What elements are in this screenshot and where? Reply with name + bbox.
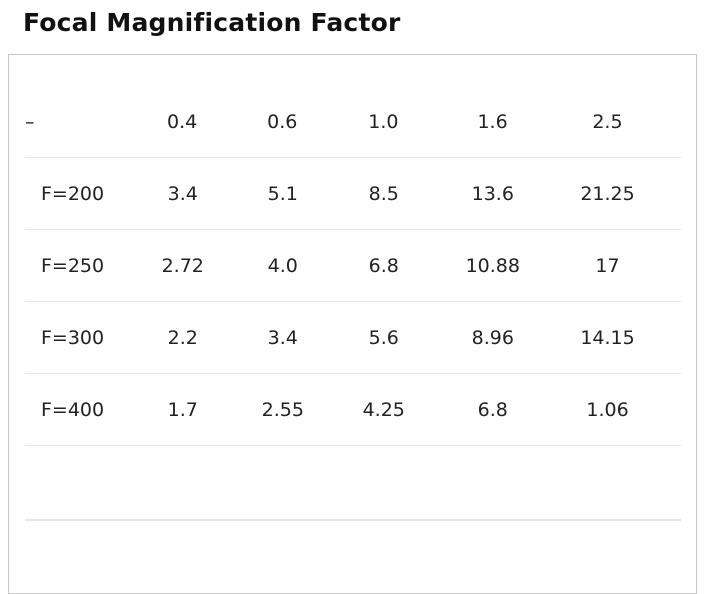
table-cell: 8.5 bbox=[368, 182, 399, 205]
row-label: F=200 bbox=[41, 182, 105, 205]
table-cell: 1.7 bbox=[167, 398, 198, 421]
table-cell: 3.4 bbox=[167, 182, 198, 205]
table-cell: 5.1 bbox=[267, 182, 298, 205]
table-cell: 4.0 bbox=[267, 254, 298, 277]
table-row: F=200 3.4 5.1 8.5 13.6 21.25 bbox=[25, 158, 681, 230]
table-cell: 1.06 bbox=[586, 398, 629, 421]
table-panel: – 0.4 0.6 1.0 1.6 2.5 F=200 3.4 5.1 8.5 … bbox=[8, 54, 697, 594]
table-row: F=300 2.2 3.4 5.6 8.96 14.15 bbox=[25, 302, 681, 374]
table-cell: 3.4 bbox=[267, 326, 298, 349]
table-cell: 17 bbox=[595, 254, 620, 277]
magnification-table: – 0.4 0.6 1.0 1.6 2.5 F=200 3.4 5.1 8.5 … bbox=[25, 86, 681, 446]
table-row: F=250 2.72 4.0 6.8 10.88 17 bbox=[25, 230, 681, 302]
table-cell: 2.55 bbox=[261, 398, 304, 421]
row-label: F=400 bbox=[41, 398, 105, 421]
header-cell: 1.0 bbox=[368, 110, 399, 133]
table-cell: 10.88 bbox=[465, 254, 520, 277]
table-cell: 4.25 bbox=[362, 398, 405, 421]
header-cell: 0.6 bbox=[267, 110, 298, 133]
table-header-row: – 0.4 0.6 1.0 1.6 2.5 bbox=[25, 86, 681, 158]
page-title: Focal Magnification Factor bbox=[23, 8, 401, 37]
table-cell: 2.2 bbox=[167, 326, 198, 349]
table-cell: 8.96 bbox=[471, 326, 514, 349]
header-cell: 0.4 bbox=[167, 110, 198, 133]
table-cell: 6.8 bbox=[368, 254, 399, 277]
table-cell: 21.25 bbox=[580, 182, 635, 205]
header-cell-corner: – bbox=[25, 110, 35, 133]
table-cell: 13.6 bbox=[471, 182, 514, 205]
table-cell: 14.15 bbox=[580, 326, 635, 349]
table-cell: 6.8 bbox=[477, 398, 508, 421]
divider bbox=[25, 519, 681, 521]
row-label: F=250 bbox=[41, 254, 105, 277]
row-label: F=300 bbox=[41, 326, 105, 349]
table-cell: 2.72 bbox=[161, 254, 204, 277]
table-row: F=400 1.7 2.55 4.25 6.8 1.06 bbox=[25, 374, 681, 446]
table-cell: 5.6 bbox=[368, 326, 399, 349]
header-cell: 2.5 bbox=[592, 110, 623, 133]
header-cell: 1.6 bbox=[477, 110, 508, 133]
